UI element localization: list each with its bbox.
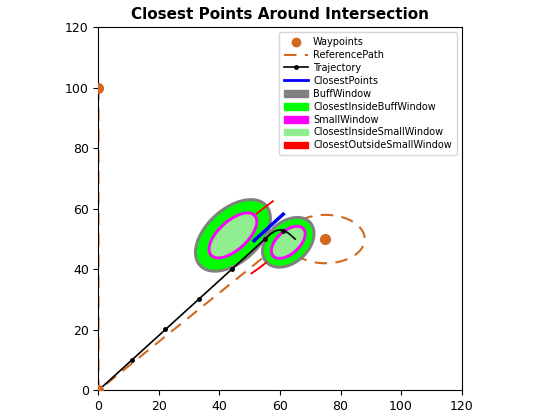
Line: ClosestPoints: ClosestPoints [254,214,283,241]
Trajectory [276,228,283,233]
ReferencePath [283,231,290,236]
ReferencePath [287,247,293,252]
Polygon shape [262,217,315,268]
Line: ReferencePath: ReferencePath [99,88,365,390]
Trajectory [282,229,288,234]
Line: Waypoints: Waypoints [94,83,330,395]
Trajectory [109,375,115,381]
Polygon shape [256,201,273,214]
Polygon shape [270,226,306,259]
Trajectory [137,350,143,355]
Polygon shape [211,215,255,256]
Legend: Waypoints, ReferencePath, Trajectory, ClosestPoints, BuffWindow, ClosestInsideBu: Waypoints, ReferencePath, Trajectory, Cl… [279,32,456,155]
Polygon shape [273,228,303,256]
ReferencePath [333,260,339,265]
ClosestPoints [280,212,287,217]
Polygon shape [198,202,268,269]
ReferencePath [287,248,294,253]
Polygon shape [208,212,258,259]
Polygon shape [195,199,271,272]
Waypoints [322,236,329,241]
Trajectory [104,380,111,385]
Trajectory [95,388,102,393]
ReferencePath [283,236,290,241]
Polygon shape [265,220,312,265]
Trajectory [286,231,293,236]
ClosestPoints [251,238,258,243]
Trajectory [155,334,161,339]
Waypoints [95,85,102,90]
Title: Closest Points Around Intersection: Closest Points Around Intersection [131,7,429,22]
ReferencePath [95,85,102,90]
Line: Trajectory: Trajectory [95,226,298,394]
ReferencePath [338,259,345,264]
ReferencePath [218,289,225,294]
Waypoints [95,388,102,393]
Polygon shape [251,262,267,274]
Trajectory [292,236,298,241]
ReferencePath [95,388,102,393]
